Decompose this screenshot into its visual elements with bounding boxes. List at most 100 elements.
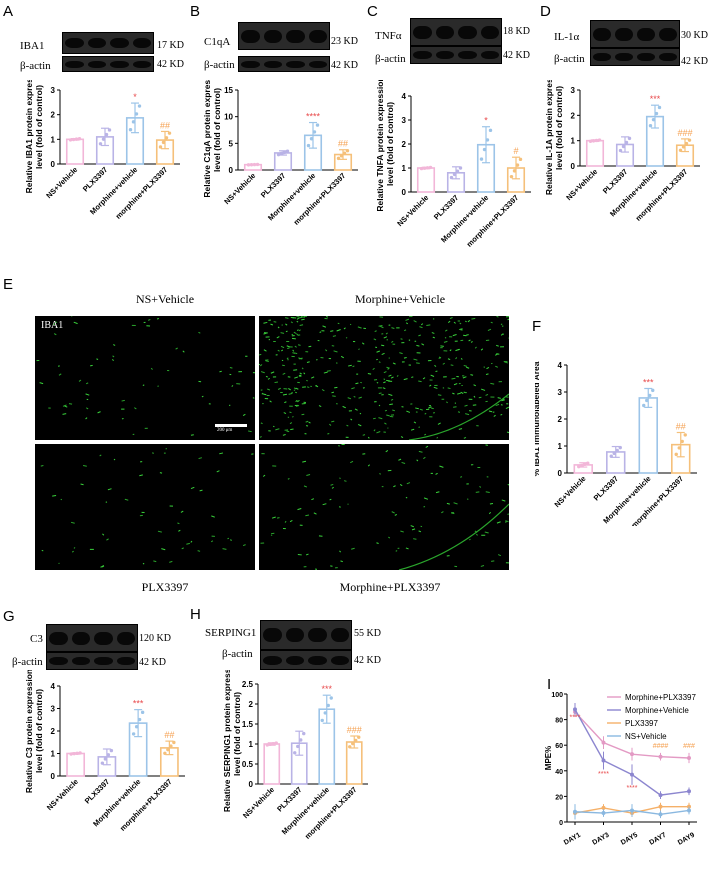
x-tick-label: NS+Vehicle	[395, 193, 430, 228]
microglia-speck	[112, 359, 114, 362]
data-point	[588, 139, 593, 143]
legend-item: PLX3397	[607, 719, 658, 728]
data-point	[71, 137, 76, 142]
blot-lane-band	[263, 628, 282, 642]
microglia-speck	[270, 323, 274, 326]
data-point	[681, 145, 686, 149]
microglia-speck	[273, 321, 277, 323]
microglia-speck	[389, 415, 394, 418]
microglia-speck	[376, 350, 380, 353]
series-point	[687, 789, 691, 794]
y-axis-label: Relative SERPING1 protein expressionleve…	[222, 670, 242, 812]
microglia-speck	[488, 410, 493, 413]
microglia-speck	[465, 334, 469, 336]
microglia-speck	[418, 334, 421, 337]
micrograph-morphine-plx3397-speckles	[260, 444, 509, 570]
microglia-speck	[423, 497, 429, 500]
microglia-speck	[457, 411, 461, 413]
data-point	[100, 761, 105, 765]
microglia-speck	[440, 345, 444, 347]
microglia-speck	[283, 412, 287, 415]
blot-c-target-band	[410, 18, 502, 46]
microglia-speck	[410, 428, 415, 431]
microglia-speck	[473, 384, 476, 387]
microglia-speck	[85, 417, 88, 420]
data-point	[169, 744, 173, 748]
blot-lane-band	[71, 657, 90, 665]
blot-lane-band	[241, 60, 260, 68]
microglia-speck	[340, 355, 344, 359]
microglia-speck	[451, 512, 455, 515]
y-tick-label: 4	[402, 92, 407, 101]
blot-g-actin-kd: 42 KD	[139, 657, 166, 668]
data-point	[98, 142, 103, 146]
data-point	[134, 725, 139, 729]
scale-bar	[215, 424, 247, 427]
blot-b-target-band	[238, 22, 330, 50]
microglia-speck	[500, 323, 503, 326]
microglia-speck	[287, 347, 290, 350]
data-point	[485, 138, 490, 142]
data-point	[77, 137, 82, 141]
data-point	[597, 138, 602, 142]
microglia-speck	[433, 386, 438, 389]
microglia-speck	[290, 428, 294, 431]
microglia-speck	[289, 519, 293, 523]
y-axis-label: Relative TNFA protein expressionlevel (f…	[375, 80, 395, 212]
microglia-speck	[325, 349, 328, 352]
microglia-speck	[340, 560, 343, 563]
microglia-speck	[286, 357, 289, 360]
microglia-speck	[293, 389, 296, 391]
microglia-speck	[500, 333, 504, 336]
data-point	[621, 144, 626, 149]
data-point	[425, 166, 430, 170]
microglia-speck	[296, 333, 299, 336]
blot-lane-band	[308, 655, 327, 665]
microglia-speck	[177, 522, 180, 525]
data-point	[618, 445, 622, 450]
microglia-speck	[422, 377, 426, 380]
data-point	[279, 151, 284, 156]
data-point	[323, 711, 327, 715]
microglia-speck	[479, 485, 482, 488]
blot-g-target-label: C3	[30, 633, 43, 645]
microglia-speck	[497, 554, 502, 557]
microglia-speck	[490, 321, 493, 324]
microglia-speck	[426, 324, 431, 326]
microglia-speck	[139, 474, 143, 477]
microglia-speck	[449, 317, 453, 319]
microglia-speck	[322, 503, 327, 506]
microglia-speck	[80, 483, 84, 486]
blot-lane-band	[480, 51, 499, 59]
microglia-speck	[418, 530, 422, 533]
microglia-speck	[418, 380, 422, 383]
data-point	[299, 738, 303, 742]
microglia-speck	[379, 325, 384, 329]
blot-lane-band	[285, 628, 304, 642]
microglia-speck	[507, 513, 509, 515]
legend-label: Morphine+PLX3397	[625, 693, 696, 702]
legend-item: NS+Vehicle	[607, 732, 667, 741]
y-tick-label: 2	[51, 111, 56, 120]
blot-lane-band	[615, 27, 633, 41]
data-point	[428, 165, 433, 170]
microglia-speck	[383, 378, 386, 380]
y-tick-label: 4	[51, 682, 56, 691]
microglia-speck	[282, 364, 285, 367]
data-point	[612, 451, 616, 456]
y-axis-label-line: level (fold of control)	[232, 692, 242, 776]
microglia-speck	[388, 536, 391, 539]
microglia-speck	[287, 478, 290, 480]
microglia-speck	[485, 491, 490, 493]
microglia-speck	[385, 332, 388, 335]
microglia-speck	[488, 511, 492, 515]
microglia-speck	[150, 367, 153, 370]
microglia-speck	[446, 502, 450, 505]
microglia-speck	[227, 537, 230, 540]
microglia-speck	[302, 460, 307, 463]
microglia-speck	[507, 318, 509, 321]
microglia-speck	[142, 384, 145, 386]
data-point	[285, 149, 290, 153]
x-tick-label: PLX3397	[81, 165, 109, 193]
data-point	[268, 742, 272, 747]
